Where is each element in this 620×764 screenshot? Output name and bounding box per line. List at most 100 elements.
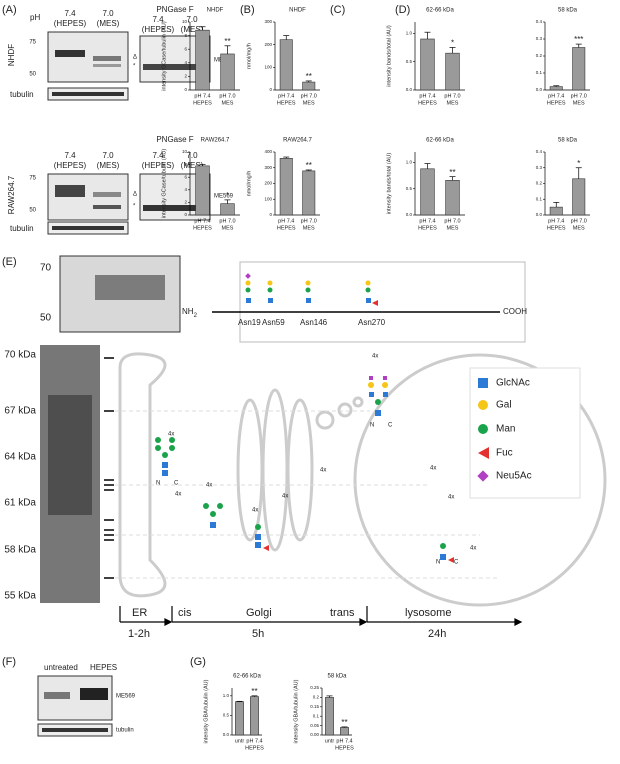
nc-labels: N C N C N C [156,423,459,566]
x-tick-label: pH 7.0 [571,218,587,224]
lane-label: (MES) [97,19,120,28]
kda-label: 70 kDa [4,350,36,361]
stage-label: lysosome [405,607,451,619]
chart-title: NHDF [289,8,306,14]
bar [302,170,316,216]
x-tick-label: pH 7.4 [194,93,210,99]
significance: * [226,191,229,200]
cell-label: RAW264.7 [7,175,16,214]
x-tick-label: HEPES [245,745,264,751]
cell-cartoon [118,352,607,607]
gel-smear [95,275,165,300]
time-label: 24h [428,628,446,640]
svg-text:N: N [436,560,440,566]
lane-label: (MES) [181,161,204,170]
x-tick-label: MES [573,100,585,106]
y-tick-label: 0.0 [406,212,413,217]
gel-marker: 50 [40,313,52,324]
protein-box [239,261,526,343]
site-label: Asn270 [358,318,386,327]
svg-text:4x: 4x [168,432,174,438]
x-tick-label: HEPES [547,100,566,106]
x-tick-label: pH 7.4 [419,93,435,99]
stage-label: cis [178,607,192,619]
lane-label: (MES) [181,25,204,34]
chart-title: NHDF [207,8,224,14]
legend [469,367,581,499]
y-tick-label: 0.0 [223,732,230,737]
y-tick-label: 8 [184,162,187,167]
legend-swatch [478,400,488,410]
x-tick-label: pH 7.4 [278,93,294,99]
y-tick-label: 1.0 [406,31,413,36]
y-axis-label: intensity GCase/tubulin (AU) [161,21,167,91]
svg-text:4x: 4x [252,508,258,514]
star: * [133,204,136,210]
svg-text:N: N [370,423,374,429]
lane-label: 7.4 [64,9,76,18]
bar [420,168,435,216]
bar [235,701,244,736]
y-tick-label: 0.15 [310,704,319,709]
site-glycans [245,273,378,306]
y-tick-label: 0 [184,87,187,92]
svg-text:C: C [388,423,393,429]
bar [549,206,563,216]
bar [340,727,349,736]
lane-label: (HEPES) [54,161,87,170]
bar [220,203,235,216]
bar [420,38,435,91]
loading-label: tubulin [10,224,34,233]
band [143,64,207,70]
gel-marker: 70 [40,263,52,274]
significance: ** [449,168,455,177]
y-tick-label: 0.5 [406,59,413,64]
y-tick-label: 6 [184,46,187,51]
svg-text:4x: 4x [320,468,326,474]
legend-label: GlcNAc [496,378,530,389]
y-tick-label: 8 [184,33,187,38]
y-tick-label: 0.5 [223,713,230,718]
significance: * [451,39,454,48]
x-tick-label: HEPES [418,225,437,231]
y-tick-label: 0.0 [536,87,543,92]
legend-swatch [478,424,488,434]
y-tick-label: 0 [269,87,272,92]
chart-title: RAW264.7 [201,138,230,144]
repeat-labels: 4x 4x 4x 4x 4x 4x 4x 4x 4x 4x [168,354,476,552]
svg-text:N: N [156,481,160,487]
lane-label: 7.4 [152,151,164,160]
x-tick-label: pH 7.0 [444,93,460,99]
lane-label: 7.0 [102,151,114,160]
x-tick-label: HEPES [277,225,296,231]
band [44,692,70,699]
y-axis-label: intensity GBA/tubulin (AU) [293,679,299,743]
band [80,688,108,700]
svg-text:4x: 4x [282,494,288,500]
bar [549,86,563,91]
bar [572,47,586,91]
bar [302,81,316,91]
panel-label: (C) [330,4,345,16]
marker: 75 [29,176,36,182]
legend-label: Fuc [496,448,513,459]
lane-label: 7.0 [102,9,114,18]
x-tick-label: HEPES [193,100,212,106]
x-tick-label: pH 7.0 [219,218,235,224]
lane-label: 7.0 [186,15,198,24]
kda-label: 55 kDa [4,591,36,602]
x-tick-label: pH 7.0 [444,218,460,224]
lane-label: (HEPES) [54,19,87,28]
legend-swatch [478,447,489,459]
y-tick-label: 0.2 [536,53,543,58]
svg-text:4x: 4x [372,354,378,360]
lane-label: 7.4 [64,151,76,160]
kda-label: 61 kDa [4,498,36,509]
y-tick-label: 1.0 [223,693,230,698]
c-terminus: COOH [503,307,527,316]
legend-swatch [477,470,489,482]
bar [195,29,210,91]
y-axis-label: nmol/mg/h [246,43,252,69]
panel-label: (F) [2,656,16,668]
time-label: 5h [252,628,264,640]
